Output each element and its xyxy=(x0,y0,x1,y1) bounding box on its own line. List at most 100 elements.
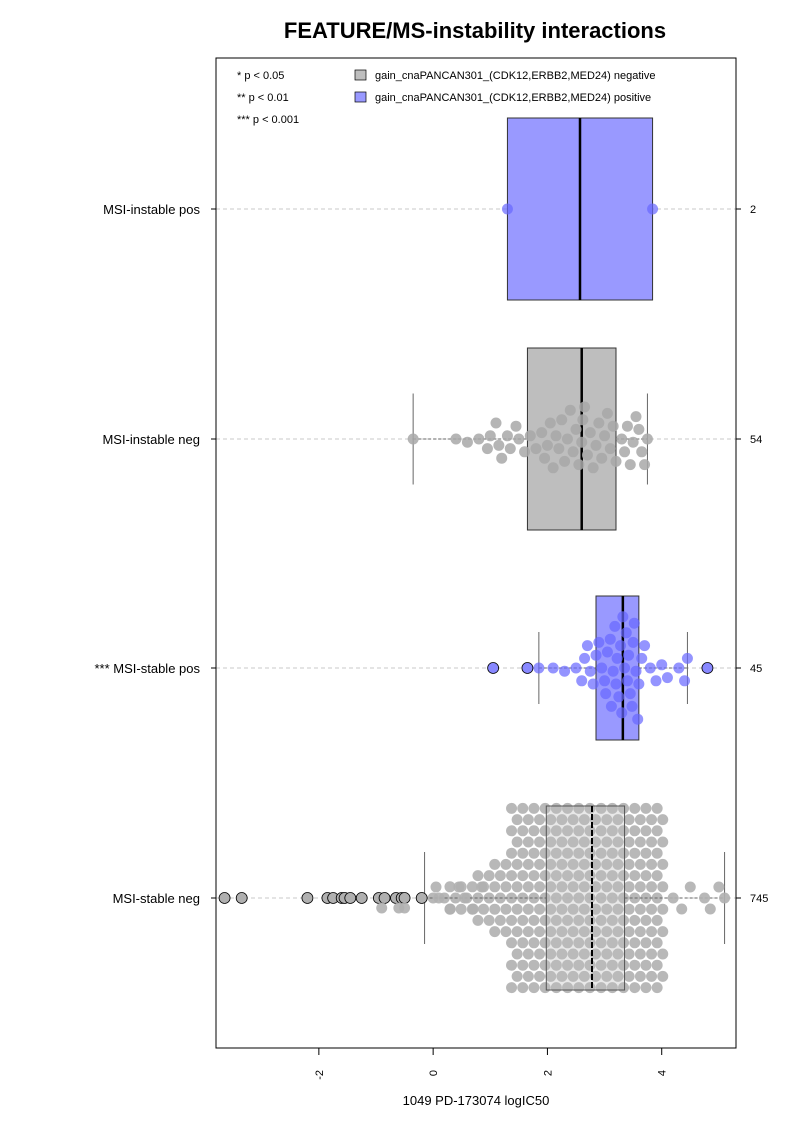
data-point xyxy=(573,825,585,837)
data-point xyxy=(522,948,534,960)
data-point xyxy=(641,433,653,445)
data-point xyxy=(556,814,568,826)
data-point xyxy=(619,662,631,674)
data-point xyxy=(620,627,632,639)
data-point xyxy=(562,892,574,904)
data-point xyxy=(629,870,641,882)
data-point xyxy=(450,433,462,445)
data-point xyxy=(550,914,562,926)
data-point xyxy=(545,881,557,893)
data-point xyxy=(581,640,593,652)
data-point xyxy=(534,970,546,982)
data-point xyxy=(640,914,652,926)
data-point xyxy=(493,439,505,451)
x-tick-label: -2 xyxy=(314,1070,326,1080)
data-point xyxy=(472,870,484,882)
data-point xyxy=(407,433,419,445)
data-point xyxy=(522,858,534,870)
data-point xyxy=(506,802,518,814)
group-label: MSI-stable neg xyxy=(113,891,200,906)
data-point xyxy=(573,914,585,926)
data-point xyxy=(550,937,562,949)
data-point xyxy=(623,649,635,661)
data-point xyxy=(478,903,490,915)
data-point xyxy=(590,439,602,451)
data-point xyxy=(626,700,638,712)
data-point xyxy=(510,420,522,432)
data-point xyxy=(472,892,484,904)
data-point xyxy=(623,858,635,870)
data-point xyxy=(562,937,574,949)
data-point xyxy=(430,881,442,893)
data-point xyxy=(517,825,529,837)
data-point xyxy=(517,982,529,994)
data-point xyxy=(578,858,590,870)
data-point xyxy=(517,870,529,882)
data-point xyxy=(604,633,616,645)
data-point xyxy=(601,948,613,960)
data-point xyxy=(444,881,456,893)
data-point xyxy=(657,858,669,870)
boxes xyxy=(412,117,726,991)
data-point xyxy=(601,646,613,658)
box xyxy=(545,805,626,991)
data-point xyxy=(556,858,568,870)
data-point xyxy=(511,814,523,826)
outlier-point xyxy=(487,662,500,674)
data-point xyxy=(556,948,568,960)
group-label: MSI-instable neg xyxy=(102,432,200,447)
data-point xyxy=(500,858,512,870)
data-point xyxy=(550,825,562,837)
data-point xyxy=(590,649,602,661)
data-point xyxy=(606,870,618,882)
data-point xyxy=(476,881,488,893)
data-point xyxy=(501,203,513,215)
data-point xyxy=(567,926,579,938)
data-point xyxy=(639,640,651,652)
data-point xyxy=(646,948,658,960)
data-point xyxy=(613,691,625,703)
data-point xyxy=(550,959,562,971)
data-point xyxy=(576,436,588,448)
data-point xyxy=(601,903,613,915)
data-point xyxy=(567,881,579,893)
data-point xyxy=(573,937,585,949)
data-point xyxy=(545,948,557,960)
data-point xyxy=(511,836,523,848)
data-point xyxy=(528,937,540,949)
data-point xyxy=(567,446,579,458)
data-point xyxy=(617,611,629,623)
data-point xyxy=(545,814,557,826)
data-point xyxy=(629,847,641,859)
data-point xyxy=(522,814,534,826)
data-point xyxy=(640,802,652,814)
data-point xyxy=(511,970,523,982)
outlier-point xyxy=(235,892,248,904)
data-point xyxy=(618,959,630,971)
data-point xyxy=(528,914,540,926)
data-point xyxy=(489,858,501,870)
data-point xyxy=(679,675,691,687)
data-point xyxy=(704,903,716,915)
data-point xyxy=(595,937,607,949)
data-point xyxy=(506,870,518,882)
data-point xyxy=(504,443,516,455)
data-point xyxy=(657,970,669,982)
data-point xyxy=(433,892,445,904)
data-point xyxy=(564,404,576,416)
data-point xyxy=(517,892,529,904)
data-point xyxy=(539,870,551,882)
data-point xyxy=(500,926,512,938)
data-point xyxy=(634,814,646,826)
data-point xyxy=(634,836,646,848)
data-point xyxy=(630,411,642,423)
data-point xyxy=(627,636,639,648)
data-point xyxy=(528,802,540,814)
outlier-point xyxy=(398,892,411,904)
data-point xyxy=(618,825,630,837)
data-point xyxy=(483,914,495,926)
data-point xyxy=(676,903,688,915)
data-point xyxy=(556,926,568,938)
data-point xyxy=(587,678,599,690)
legend: * p < 0.05 ** p < 0.01 *** p < 0.001 gai… xyxy=(237,69,655,126)
